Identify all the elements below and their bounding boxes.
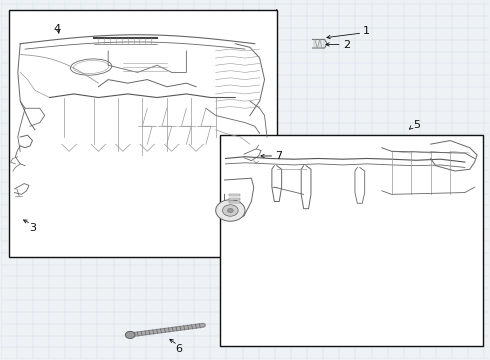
Circle shape <box>227 208 233 213</box>
Circle shape <box>125 331 135 338</box>
Bar <box>229 194 240 196</box>
Text: 3: 3 <box>29 223 36 233</box>
Bar <box>220 135 484 346</box>
Text: 1: 1 <box>363 26 370 36</box>
Text: 4: 4 <box>53 24 61 34</box>
Bar <box>9 10 277 257</box>
Text: 6: 6 <box>175 344 183 354</box>
Circle shape <box>222 205 238 216</box>
Text: 7: 7 <box>275 151 282 161</box>
Text: 5: 5 <box>413 120 420 130</box>
Circle shape <box>216 200 245 221</box>
Text: 2: 2 <box>343 40 350 50</box>
Bar <box>229 201 240 203</box>
Bar <box>229 198 240 200</box>
